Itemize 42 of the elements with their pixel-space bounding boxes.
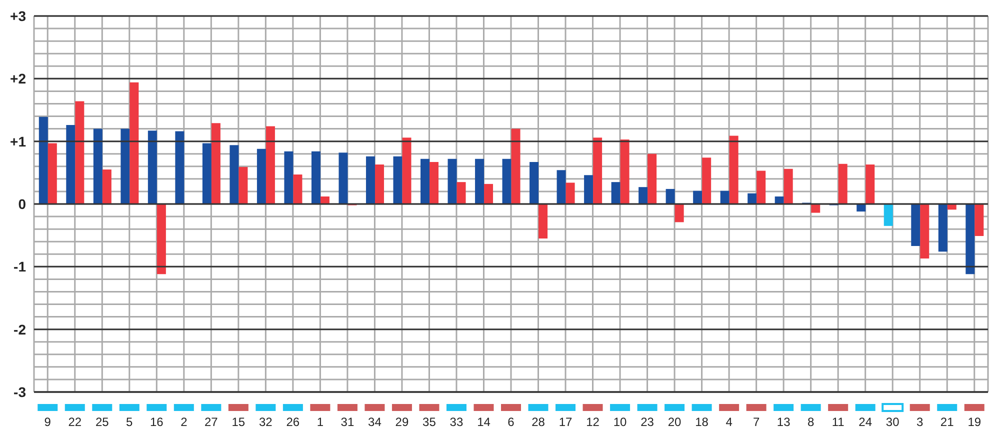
x-tick-label: 2 [180, 415, 188, 428]
x-tick-label: 14 [477, 415, 491, 428]
x-tick-label: 13 [776, 415, 791, 428]
x-tick-label: 7 [752, 415, 760, 428]
x-tick-label: 31 [340, 415, 354, 428]
x-tick-label: 19 [968, 415, 982, 428]
x-tick-label: 15 [232, 415, 246, 428]
x-tick-label: 6 [508, 415, 515, 428]
x-tick-label: 24 [858, 415, 872, 428]
y-tick-label: +3 [10, 8, 26, 24]
x-tick-label: 29 [395, 415, 409, 428]
x-tick-label: 21 [940, 415, 954, 428]
x-tick-label: 35 [422, 415, 436, 428]
x-tick-label: 32 [259, 415, 273, 428]
x-tick-label: 20 [668, 415, 682, 428]
y-tick-label: 0 [18, 196, 26, 212]
x-tick-label: 3 [916, 415, 924, 428]
x-tick-label: 17 [558, 415, 573, 428]
x-tick-label: 25 [95, 415, 110, 428]
x-tick-label: 1 [316, 415, 324, 428]
x-tick-label: 33 [450, 415, 464, 428]
x-tick-label: 22 [68, 415, 82, 428]
y-tick-label: -1 [14, 258, 26, 275]
y-tick-label: +1 [10, 133, 26, 150]
x-tick-label: 30 [886, 415, 900, 428]
x-tick-label: 23 [640, 415, 654, 428]
x-tick-label: 11 [832, 415, 845, 428]
y-tick-label: +2 [10, 70, 26, 87]
x-tick-label: 18 [695, 415, 709, 428]
x-tick-label: 28 [532, 415, 546, 428]
x-tick-label: 10 [613, 415, 628, 428]
x-tick-label: 16 [150, 415, 164, 428]
x-tick-label: 5 [126, 415, 134, 428]
x-tick-label: 9 [44, 415, 52, 428]
x-tick-label: 8 [807, 415, 814, 428]
x-tick-label: 34 [368, 415, 382, 428]
y-tick-label: -2 [14, 321, 26, 338]
x-tick-label: 26 [286, 415, 300, 428]
x-tick-label: 27 [204, 415, 218, 428]
x-tick-label: 12 [586, 415, 600, 428]
y-tick-label: -3 [14, 384, 26, 400]
x-tick-label: 4 [726, 415, 733, 428]
